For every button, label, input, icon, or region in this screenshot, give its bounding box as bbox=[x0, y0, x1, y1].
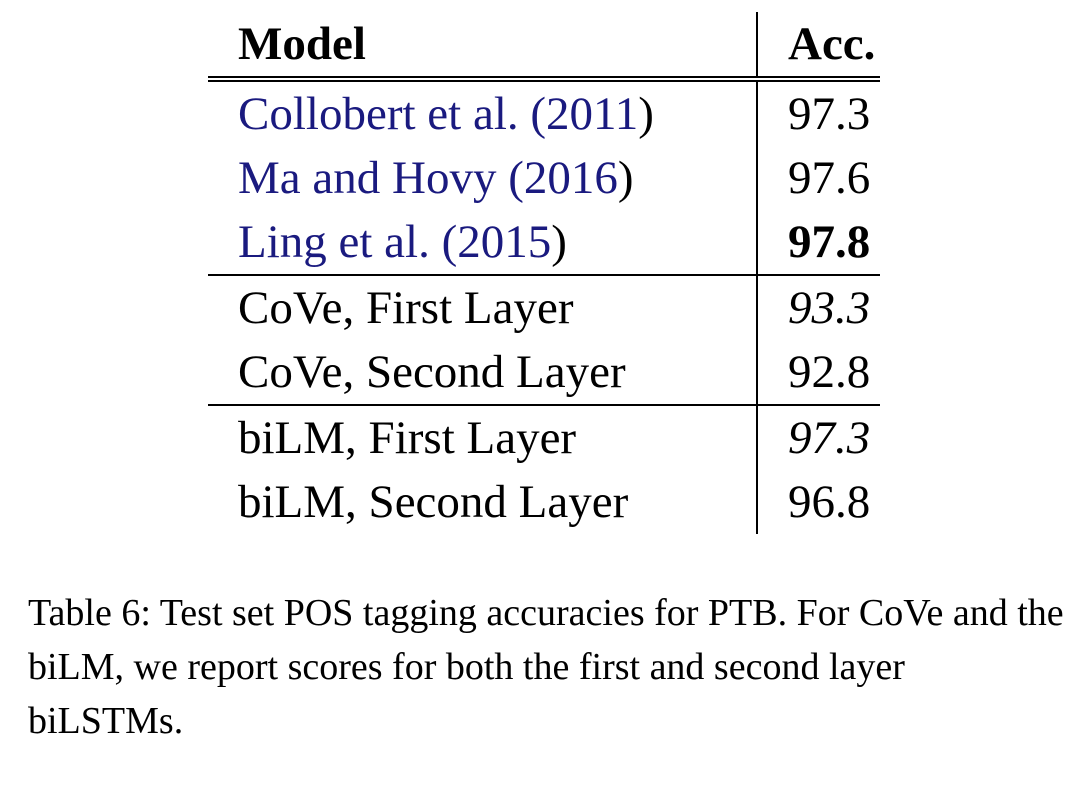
citation-close: ) bbox=[551, 216, 567, 268]
citation-link[interactable]: Ma and Hovy (2016 bbox=[238, 152, 618, 204]
table-row-bilm-first: biLM, First Layer 97.3 bbox=[208, 405, 880, 470]
accuracy-cell: 93.3 bbox=[788, 282, 871, 334]
table-row-bilm-second: biLM, Second Layer 96.8 bbox=[208, 470, 880, 534]
citation-close: ) bbox=[617, 152, 634, 204]
pos-accuracy-table: Model Acc. Collobert et al. (2011) 97.3 … bbox=[208, 12, 880, 534]
header-model: Model bbox=[208, 12, 758, 82]
header-accuracy: Acc. bbox=[757, 12, 880, 82]
table-caption: Table 6: Test set POS tagging accuracies… bbox=[28, 586, 1068, 748]
table-row-ma-hovy: Ma and Hovy (2016) 97.6 bbox=[208, 146, 880, 210]
accuracy-cell: 97.3 bbox=[788, 88, 871, 140]
citation-link[interactable]: Collobert et al. (2011 bbox=[238, 88, 638, 140]
table-row-cove-second: CoVe, Second Layer 92.8 bbox=[208, 340, 880, 406]
accuracy-cell: 97.6 bbox=[788, 152, 871, 204]
caption-text: Test set POS tagging accuracies for PTB.… bbox=[28, 592, 1064, 742]
accuracy-cell-best: 97.8 bbox=[757, 210, 880, 276]
model-cell: biLM, First Layer bbox=[208, 405, 758, 470]
caption-label: Table 6: bbox=[28, 592, 151, 634]
accuracy-cell: 96.8 bbox=[788, 476, 871, 528]
citation-year: 2011 bbox=[546, 88, 639, 140]
model-cell: Collobert et al. (2011) bbox=[208, 79, 758, 146]
table-row-cove-first: CoVe, First Layer 93.3 bbox=[208, 275, 880, 340]
citation-name: Ling et al. ( bbox=[238, 216, 458, 268]
model-cell: Ma and Hovy (2016) bbox=[208, 146, 758, 210]
accuracy-cell: 97.3 bbox=[788, 412, 871, 464]
citation-name: Collobert et al. ( bbox=[238, 88, 547, 140]
results-table-container: Model Acc. Collobert et al. (2011) 97.3 … bbox=[208, 12, 880, 534]
citation-year: 2016 bbox=[523, 152, 618, 204]
accuracy-cell: 92.8 bbox=[757, 340, 880, 406]
table-row-collobert: Collobert et al. (2011) 97.3 bbox=[208, 79, 880, 146]
model-cell: CoVe, First Layer bbox=[208, 275, 758, 340]
citation-year: 2015 bbox=[457, 216, 552, 268]
citation-close: ) bbox=[638, 88, 654, 140]
model-cell: CoVe, Second Layer bbox=[208, 340, 758, 406]
model-cell: biLM, Second Layer bbox=[208, 470, 758, 534]
model-cell: Ling et al. (2015) bbox=[208, 210, 758, 276]
table-header-row: Model Acc. bbox=[208, 12, 880, 82]
citation-link[interactable]: Ling et al. (2015 bbox=[238, 216, 551, 268]
table-row-ling: Ling et al. (2015) 97.8 bbox=[208, 210, 880, 276]
citation-name: Ma and Hovy ( bbox=[238, 152, 524, 204]
